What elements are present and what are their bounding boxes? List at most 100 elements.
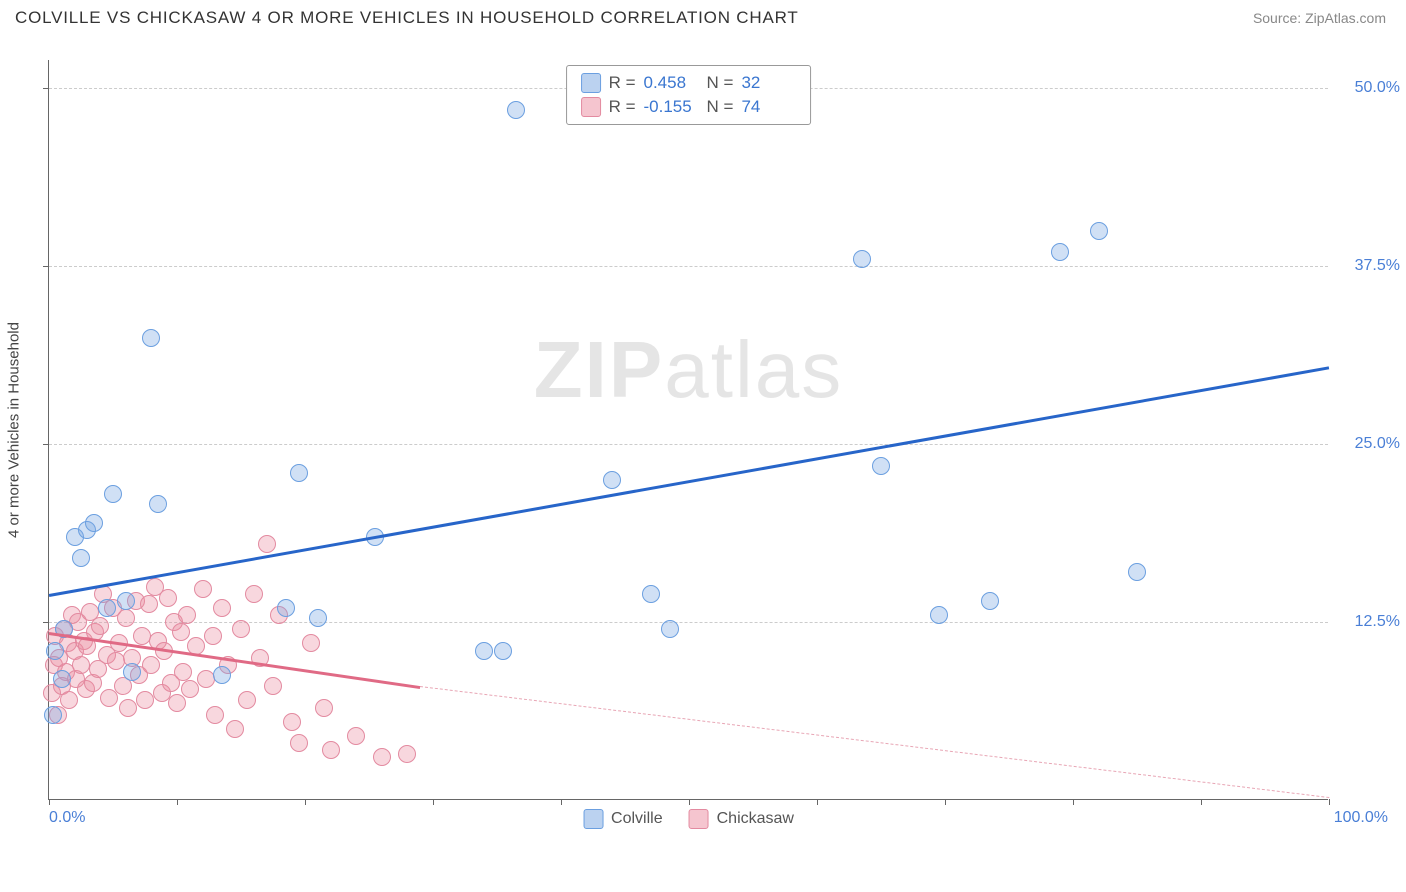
data-point-colville [98,599,116,617]
x-tick-mark [817,799,818,805]
x-tick-mark [177,799,178,805]
x-axis-min-label: 0.0% [49,809,85,827]
data-point-chickasaw [178,606,196,624]
data-point-colville [1090,222,1108,240]
legend-swatch [581,73,601,93]
y-tick-label: 37.5% [1355,257,1400,275]
legend-swatch [689,809,709,829]
legend-r-label: R = [609,71,636,95]
data-point-colville [85,514,103,532]
x-tick-mark [1073,799,1074,805]
data-point-chickasaw [232,620,250,638]
data-point-colville [123,663,141,681]
legend-n-label: N = [707,95,734,119]
data-point-chickasaw [91,617,109,635]
data-point-colville [72,549,90,567]
legend-r-label: R = [609,95,636,119]
legend-n-value: 74 [741,95,796,119]
y-tick-mark [43,622,49,623]
data-point-chickasaw [168,694,186,712]
data-point-colville [475,642,493,660]
data-point-colville [117,592,135,610]
data-point-chickasaw [315,699,333,717]
data-point-colville [930,606,948,624]
data-point-chickasaw [238,691,256,709]
y-tick-mark [43,444,49,445]
legend-r-value: 0.458 [644,71,699,95]
x-tick-mark [49,799,50,805]
data-point-chickasaw [213,599,231,617]
data-point-chickasaw [140,595,158,613]
data-point-chickasaw [398,745,416,763]
data-point-chickasaw [347,727,365,745]
source-label: Source: ZipAtlas.com [1253,10,1386,26]
data-point-chickasaw [322,741,340,759]
data-point-chickasaw [283,713,301,731]
data-point-chickasaw [302,634,320,652]
data-point-colville [1051,243,1069,261]
y-tick-label: 12.5% [1355,613,1400,631]
data-point-colville [309,609,327,627]
data-point-colville [642,585,660,603]
data-point-colville [872,457,890,475]
data-point-chickasaw [172,623,190,641]
data-point-chickasaw [119,699,137,717]
legend-series: Colville Chickasaw [583,809,794,829]
data-point-chickasaw [258,535,276,553]
gridline-h [49,444,1328,445]
data-point-colville [53,670,71,688]
data-point-colville [494,642,512,660]
data-point-colville [142,329,160,347]
x-axis-max-label: 100.0% [1334,809,1388,827]
gridline-h [49,266,1328,267]
data-point-chickasaw [60,691,78,709]
legend-r-value: -0.155 [644,95,699,119]
data-point-chickasaw [142,656,160,674]
scatter-chart: ZIPatlas R =0.458N =32R =-0.155N =74 4 o… [48,60,1328,800]
y-tick-mark [43,88,49,89]
y-tick-label: 50.0% [1355,79,1400,97]
legend-stats-row: R = -0.155 N = 74 [581,95,797,119]
x-tick-mark [689,799,690,805]
data-point-chickasaw [174,663,192,681]
legend-series-item: Chickasaw [689,809,794,829]
legend-series-item: Colville [583,809,663,829]
legend-stats-row: R =0.458N =32 [581,71,797,95]
x-tick-mark [561,799,562,805]
data-point-chickasaw [290,734,308,752]
data-point-chickasaw [136,691,154,709]
data-point-chickasaw [107,652,125,670]
data-point-colville [507,101,525,119]
data-point-colville [290,464,308,482]
data-point-chickasaw [245,585,263,603]
x-tick-mark [945,799,946,805]
legend-stats: R = 0.458 N = 32R = -0.155 N = 74 [566,65,812,125]
y-tick-mark [43,266,49,267]
data-point-chickasaw [72,656,90,674]
data-point-chickasaw [206,706,224,724]
y-axis-title: 4 or more Vehicles in Household [6,322,23,538]
data-point-chickasaw [204,627,222,645]
data-point-colville [44,706,62,724]
legend-series-label: Colville [611,810,663,828]
legend-n-value: 32 [741,71,796,95]
x-tick-mark [1329,799,1330,805]
y-tick-label: 25.0% [1355,435,1400,453]
legend-swatch [583,809,603,829]
header: COLVILLE VS CHICKASAW 4 OR MORE VEHICLES… [0,0,1406,28]
data-point-chickasaw [194,580,212,598]
x-tick-mark [433,799,434,805]
legend-swatch [581,97,601,117]
data-point-chickasaw [264,677,282,695]
x-tick-mark [305,799,306,805]
data-point-chickasaw [226,720,244,738]
watermark: ZIPatlas [534,324,843,416]
data-point-chickasaw [117,609,135,627]
x-tick-mark [1201,799,1202,805]
data-point-colville [213,666,231,684]
trend-line [420,686,1329,798]
data-point-colville [46,642,64,660]
data-point-chickasaw [373,748,391,766]
legend-series-label: Chickasaw [717,810,794,828]
data-point-colville [1128,563,1146,581]
